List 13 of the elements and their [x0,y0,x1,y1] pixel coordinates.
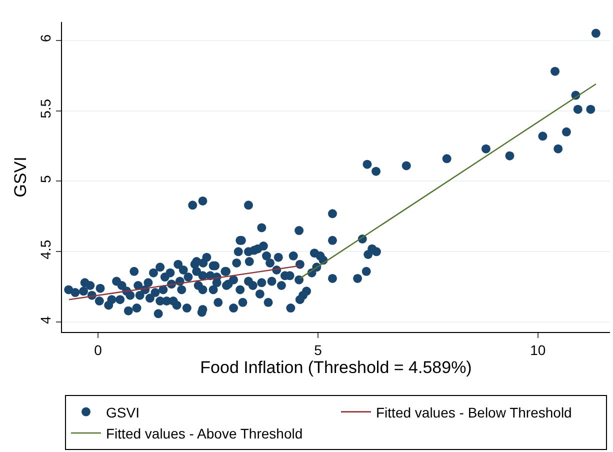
legend-label: GSVI [106,404,140,420]
y-tick-label: 4 [37,316,54,324]
legend-label: Fitted values - Above Threshold [106,425,303,442]
x-tick-label: 10 [530,342,546,358]
x-axis-title: Food Inflation (Threshold = 4.589%) [200,358,472,378]
y-axis-title: GSVI [10,156,30,198]
y-tick-label: 4.5 [37,240,54,260]
y-tick-label: 5 [37,175,54,184]
x-tick-label: 0 [94,342,102,358]
y-tick-label: 5.5 [37,98,54,118]
legend-label: Fitted values - Below Threshold [376,404,572,420]
y-tick-label: 6 [37,34,54,42]
x-tick-label: 5 [314,342,322,358]
